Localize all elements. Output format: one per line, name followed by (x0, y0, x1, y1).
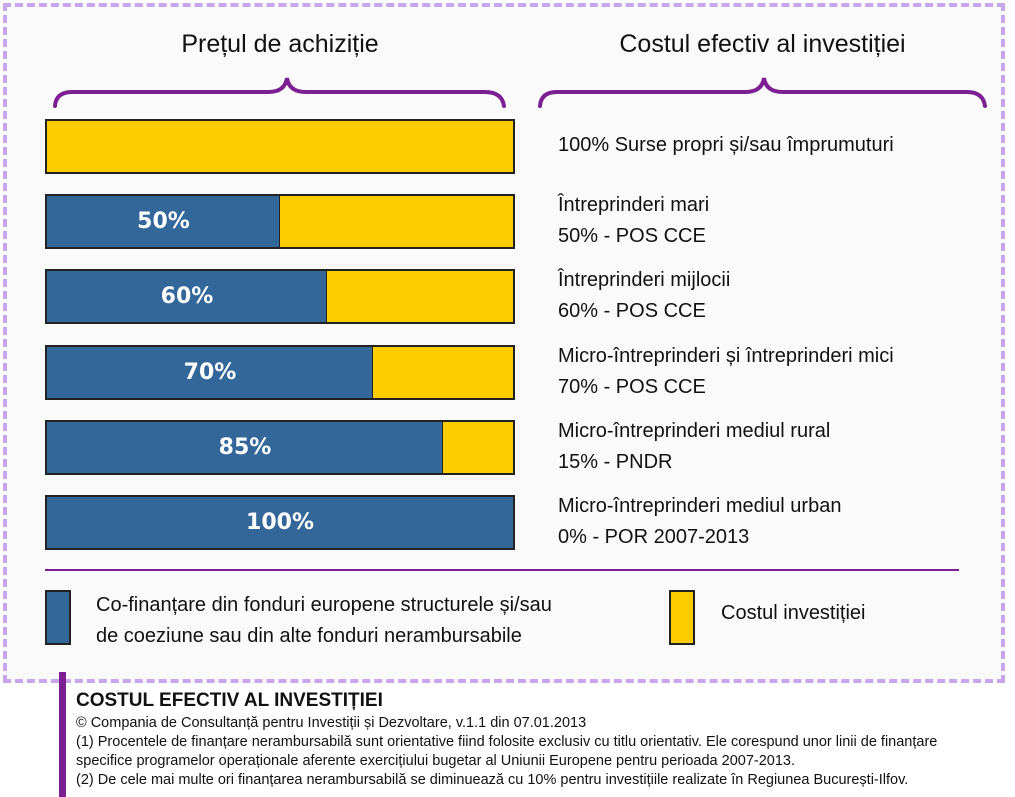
category-label-line-2: 50% - POS CCE (558, 225, 706, 247)
category-label-line-1: Micro-întreprinderi și întreprinderi mic… (558, 345, 894, 367)
footer: COSTUL EFECTIV AL INVESTIȚIEI © Compania… (76, 690, 1011, 790)
category-label-line-1: Micro-întreprinderi mediul urban (558, 495, 842, 517)
legend-divider (45, 569, 959, 571)
header-effective-cost: Costul efectiv al investiției (619, 30, 906, 58)
category-label-line-1: Întreprinderi mijlocii (558, 269, 731, 291)
bar-value-label: 60% (160, 284, 214, 309)
bar-value-label: 70% (183, 360, 237, 385)
header-braces (53, 77, 987, 108)
legend-swatch-investment (669, 590, 695, 645)
bar-segment-cofinancing (47, 271, 327, 322)
bar-value-label: 50% (137, 209, 190, 234)
category-label-line-2: 15% - PNDR (558, 451, 673, 473)
footer-title: COSTUL EFECTIV AL INVESTIȚIEI (76, 690, 383, 711)
category-label-line-2: 60% - POS CCE (558, 300, 706, 322)
right-brace (538, 77, 987, 108)
left-brace (53, 77, 506, 108)
bar-segment-cofinancing (47, 422, 443, 473)
bar-4: 85% (45, 420, 515, 475)
bar-value-label: 100% (246, 510, 314, 535)
category-label-line-1: 100% Surse propri și/sau împrumuturi (558, 134, 894, 156)
category-label-line-2: 70% - POS CCE (558, 376, 706, 398)
footer-note-1-line-1: (1) Procentele de finanțare nerambursabi… (76, 734, 938, 750)
bar-segment-cofinancing (47, 497, 513, 548)
bar-0 (45, 119, 515, 174)
bar-5: 100% (45, 495, 515, 550)
legend-label-investment: Costul investiției (721, 602, 866, 624)
category-label: Întreprinderi mijlocii 60% - POS CCE (558, 265, 988, 327)
legend-swatch-cofinancing (45, 590, 71, 645)
category-label-line-1: Micro-întreprinderi mediul rural (558, 420, 831, 442)
category-label-line-2: 0% - POR 2007-2013 (558, 526, 750, 548)
category-label: Întreprinderi mari 50% - POS CCE (558, 190, 988, 252)
bar-segment-cofinancing (47, 196, 280, 247)
category-label: Micro-întreprinderi și întreprinderi mic… (558, 341, 988, 403)
bar-value-label: 85% (218, 435, 272, 460)
footer-note-2: (2) De cele mai multe ori finanțarea ner… (76, 772, 909, 788)
bar-segment-cofinancing (47, 347, 373, 398)
footer-copyright: © Compania de Consultanță pentru Investi… (76, 715, 587, 731)
category-label: Micro-întreprinderi mediul rural 15% - PN… (558, 416, 988, 478)
category-label-line-1: Întreprinderi mari (558, 194, 710, 216)
footer-accent-bar (59, 672, 66, 797)
footer-note-1-line-2: specifice programelor operaționale afere… (76, 753, 796, 769)
category-label: 100% Surse propri și/sau împrumuturi (558, 130, 988, 161)
bar-2: 60% (45, 269, 515, 324)
bar-1: 50% (45, 194, 515, 249)
bar-3: 70% (45, 345, 515, 400)
header-purchase-price: Prețul de achiziție (181, 30, 379, 58)
category-label: Micro-întreprinderi mediul urban 0% - POR… (558, 491, 988, 553)
legend-label-cofinancing: Co-finanțare din fonduri europene struct… (96, 594, 552, 647)
